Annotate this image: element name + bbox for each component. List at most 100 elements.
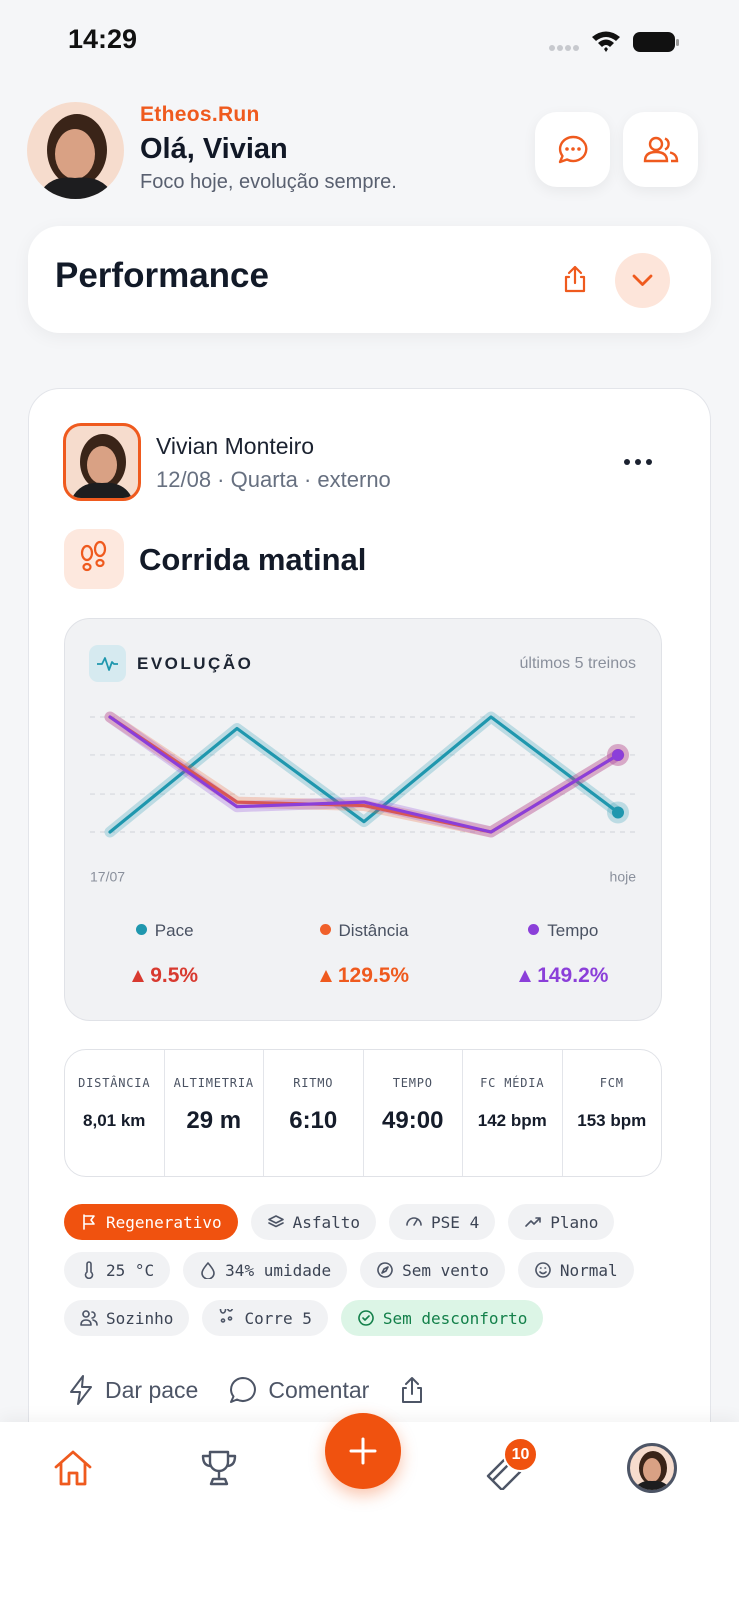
triangle (132, 970, 145, 982)
change-value: 9.5% (150, 964, 199, 987)
triangle (319, 970, 332, 982)
tag-label: Corre 5 (244, 1308, 312, 1328)
tag-glyph (267, 1215, 284, 1228)
tag: PSE 4 (389, 1204, 496, 1240)
tag-glyph (525, 1217, 542, 1227)
share-post-button[interactable] (399, 1375, 425, 1405)
users-icon (643, 136, 678, 162)
change-item: 9.5% (65, 964, 264, 988)
plus-icon (349, 1437, 377, 1465)
more-button[interactable] (623, 457, 653, 467)
author-avatar[interactable] (63, 423, 141, 501)
stat-label: FCM (599, 1076, 624, 1090)
avatar-image (37, 114, 115, 199)
series-line (108, 715, 620, 834)
tag: Normal (517, 1252, 634, 1288)
tag-label: 34% umidade (225, 1260, 332, 1280)
stat-label: FC MÉDIA (480, 1076, 545, 1090)
change-summary: 9.5% 129.5% 149.2% (65, 964, 663, 988)
tag: 34% umidade (183, 1252, 348, 1288)
tag-icon (201, 1262, 215, 1279)
change-item: 149.2% (464, 964, 663, 988)
series-line (108, 715, 620, 834)
stat-label: ALTIMETRIA (173, 1076, 254, 1090)
add-button[interactable] (325, 1413, 401, 1489)
tag: Corre 5 (202, 1300, 328, 1336)
tag-label: 25 °C (106, 1260, 155, 1280)
tag-icon (358, 1310, 374, 1326)
tag-glyph (406, 1217, 422, 1226)
evolution-icon (89, 645, 126, 682)
up-triangle (319, 970, 332, 982)
stat-label: DISTÂNCIA (78, 1076, 151, 1090)
stat-cell: ALTIMETRIA 29 m (165, 1050, 264, 1176)
user-avatar[interactable] (27, 102, 124, 199)
greeting-subtitle: Foco hoje, evolução sempre. (140, 171, 397, 193)
tag-label: Sem desconforto (382, 1308, 528, 1328)
tag-row: 25 °C 34% umidade Sem vento Normal (64, 1252, 684, 1288)
collapse-button[interactable] (615, 253, 670, 308)
avatar-image (72, 434, 132, 498)
tag-glyph (84, 1261, 94, 1279)
post-meta: 12/08 · Quarta · externo (156, 467, 391, 492)
x-start-label: 17/07 (90, 869, 125, 885)
footprints-icon (80, 540, 107, 572)
tag-glyph (377, 1262, 393, 1278)
author-name: Vivian Monteiro (156, 433, 315, 459)
status-icons (549, 31, 679, 52)
tag-label: Normal (559, 1260, 618, 1280)
tag-row: Sozinho Corre 5 Sem desconforto (64, 1300, 684, 1336)
nav-trophy[interactable] (198, 1448, 240, 1488)
tag-list: Regenerativo Asfalto PSE 4 Plano 25 °C 34% um… (64, 1204, 684, 1348)
tag-icon (535, 1262, 551, 1278)
notification-badge: 10 (503, 1437, 538, 1472)
legend-label: Pace (154, 921, 194, 940)
comment-icon (230, 1377, 257, 1403)
comment-label: Comentar (268, 1376, 370, 1403)
comment-action[interactable]: Comentar (228, 1375, 369, 1405)
nav-home[interactable] (52, 1448, 94, 1488)
tag-icon (406, 1217, 422, 1226)
share-button[interactable] (563, 264, 587, 294)
legend-item: Pace (65, 921, 264, 941)
endpoint (612, 748, 624, 761)
tag: Sem vento (360, 1252, 505, 1288)
performance-card: Performance (28, 226, 711, 333)
tag-glyph (201, 1262, 215, 1279)
tag-glyph (80, 1310, 98, 1326)
up-triangle (519, 970, 532, 982)
messages-button[interactable] (535, 112, 610, 187)
tag-glyph (83, 1214, 95, 1230)
tag: Plano (508, 1204, 615, 1240)
tag-glyph (535, 1262, 551, 1278)
greeting: Olá, Vivian (140, 133, 288, 165)
evolution-range: últimos 5 treinos (519, 655, 637, 672)
tag-label: Sozinho (106, 1308, 174, 1328)
pace-action[interactable]: Dar pace (67, 1374, 198, 1406)
change-value: 149.2% (537, 964, 609, 987)
stat-value: 142 bpm (477, 1111, 547, 1130)
tag-label: Regenerativo (106, 1212, 222, 1232)
bolt-icon (70, 1375, 92, 1405)
post-actions: Dar pace Comentar (67, 1374, 425, 1406)
change-value: 129.5% (337, 964, 410, 987)
activity-icon (64, 529, 124, 589)
legend-swatch (135, 924, 147, 935)
tag-label: PSE 4 (431, 1212, 480, 1232)
tag-row: Regenerativo Asfalto PSE 4 Plano (64, 1204, 684, 1240)
tag-label: Sem vento (402, 1260, 489, 1280)
pulse-icon (97, 657, 118, 671)
chat-icon (558, 135, 587, 163)
legend-label: Tempo (547, 921, 599, 940)
stat-cell: FC MÉDIA 142 bpm (463, 1050, 563, 1176)
friends-button[interactable] (623, 112, 698, 187)
stat-value: 6:10 (289, 1107, 338, 1134)
nav-profile[interactable] (627, 1443, 677, 1493)
pace-label: Dar pace (105, 1376, 199, 1403)
change-item: 129.5% (264, 964, 463, 988)
endpoint (612, 806, 624, 819)
tag: Asfalto (250, 1204, 377, 1240)
status-time: 14:29 (68, 24, 138, 54)
